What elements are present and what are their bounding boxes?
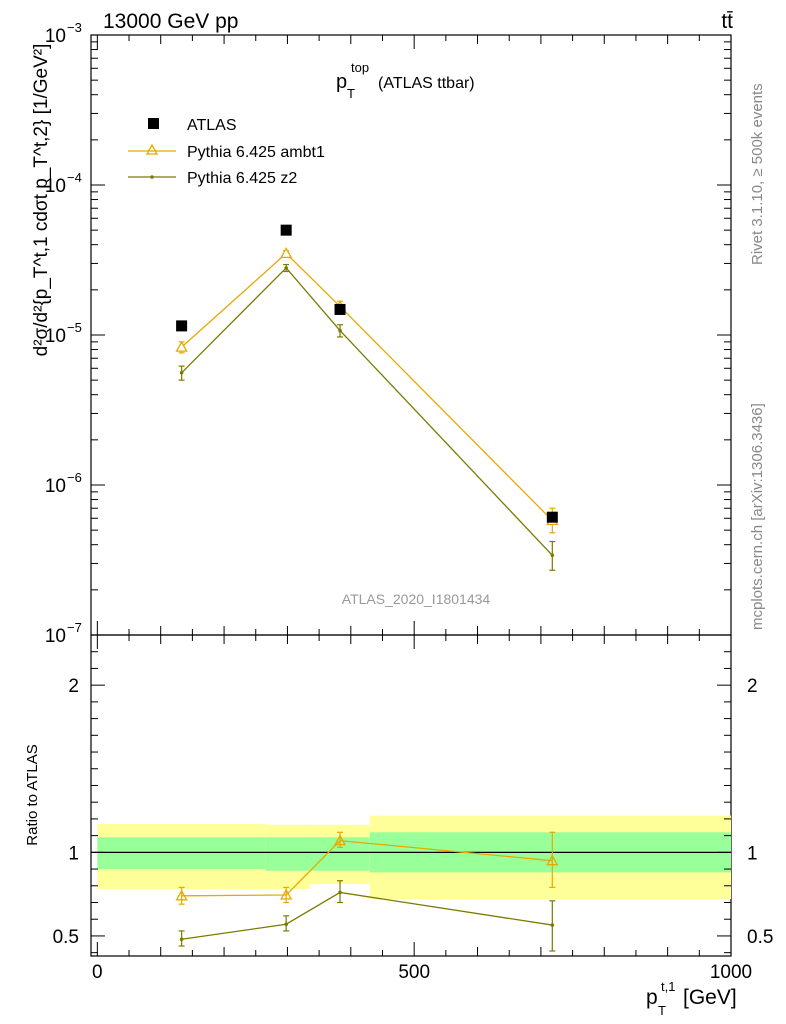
ratio-point-ambt1 [333, 834, 347, 846]
main-point-atlas [334, 303, 346, 315]
plot-title-main: p [336, 71, 347, 93]
main-point-ambt1 [280, 247, 293, 259]
ratio-ylabel-text: Ratio to ATLAS [24, 744, 41, 845]
main-point-atlas [176, 320, 188, 332]
ratio-point-z2 [284, 922, 288, 927]
ratio-line-z2 [181, 891, 553, 940]
xlabel-sup: t,1 [661, 979, 675, 994]
main-point-z2 [550, 553, 555, 558]
legend-label-z2: Pythia 6.425 z2 [187, 170, 297, 187]
main-ylabel: d²σ/d²{p_T^t,1 cdσt p_T^t,2} [1/GeV²] [31, 44, 52, 357]
ratio-point-ambt1 [280, 888, 293, 900]
legend-label-atlas: ATLAS [187, 117, 237, 134]
ratio-ytick-label-left-0: 0.5 [53, 927, 79, 948]
ratio-point-z2 [338, 890, 342, 895]
ratio-xtick-label-1: 500 [398, 962, 430, 983]
legend-marker-atlas [148, 118, 159, 129]
plot-title-sup: top [351, 60, 369, 75]
plot-title: p T top (ATLAS ttbar) [336, 60, 475, 101]
ratio-ytick-label-left-2: 2 [68, 676, 79, 697]
main-ylabel-text: d²σ/d²{p_T^t,1 cdσt p_T^t,2} [1/GeV²] [31, 44, 52, 357]
plot-title-sub: T [347, 86, 355, 101]
main-point-z2 [284, 266, 288, 270]
ratio-ytick-label-right-0: 0.5 [747, 927, 773, 948]
ratio-band-inner-0 [97, 837, 266, 870]
main-ytick-label-2: 10 [45, 326, 66, 347]
ratio-xtick-label-0: 0 [92, 962, 103, 983]
analysis-id: ATLAS_2020_I1801434 [342, 591, 491, 607]
ratio-point-z2 [550, 923, 555, 927]
xlabel: p T t,1 [GeV] [646, 979, 737, 1018]
main-ytick-exp-3: −6 [67, 470, 82, 485]
ratio-ytick-label-right-2: 2 [747, 676, 758, 697]
ratio-point-ambt1 [175, 889, 188, 901]
main-line-ambt1 [181, 252, 553, 521]
ratio-ytick-label-right-1: 1 [747, 843, 758, 864]
ratio-point-z2 [179, 937, 184, 942]
main-point-atlas [280, 224, 292, 236]
main-point-z2 [338, 328, 342, 333]
main-ytick-label-0: 10 [45, 26, 66, 47]
main-line-z2 [181, 266, 553, 556]
xlabel-main: p [646, 986, 658, 1009]
xlabel-rest: [GeV] [683, 986, 737, 1009]
header-process: tt̄ [721, 10, 733, 33]
xlabel-sub: T [658, 1003, 666, 1018]
main-ytick-exp-0: −3 [67, 20, 82, 35]
ratio-band-inner-1 [265, 837, 310, 871]
main-point-z2 [179, 370, 184, 375]
main-ytick-label-1: 10 [45, 176, 66, 197]
main-ytick-label-4: 10 [45, 626, 66, 647]
main-point-ambt1 [175, 340, 188, 352]
ratio-xtick-label-2: 1000 [710, 962, 752, 983]
main-ytick-exp-2: −5 [67, 320, 82, 335]
main-ytick-exp-1: −4 [67, 170, 82, 185]
main-point-atlas [546, 511, 558, 523]
ratio-point-ambt1 [546, 854, 559, 866]
ratio-plot-area: 0 500 1000 0.5 0.5 1 1 2 2 [53, 635, 773, 983]
ratio-line-ambt1 [181, 839, 553, 897]
plot-title-rest: (ATLAS ttbar) [378, 75, 475, 92]
main-plot-area: 10−310−410−510−610−7 [45, 20, 732, 647]
legend-label-ambt1: Pythia 6.425 ambt1 [187, 144, 325, 161]
header-energy: 13000 GeV pp [103, 10, 238, 33]
legend-marker-ambt1 [145, 143, 159, 155]
mcplots-label: mcplots.cern.ch [arXiv:1306.3436] [749, 403, 766, 630]
main-ytick-label-3: 10 [45, 476, 66, 497]
ratio-plot-frame [90, 634, 732, 957]
ratio-ylabel: Ratio to ATLAS [24, 744, 41, 845]
legend-marker-z2 [150, 175, 154, 179]
legend: ATLAS Pythia 6.425 ambt1 Pythia 6.425 z2 [128, 117, 325, 187]
main-ytick-exp-4: −7 [67, 620, 82, 635]
ratio-ytick-label-left-1: 1 [68, 843, 79, 864]
rivet-label: Rivet 3.1.10, ≥ 500k events [749, 83, 766, 265]
